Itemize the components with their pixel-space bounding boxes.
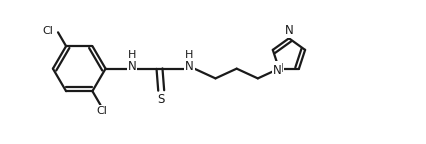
Text: Cl: Cl [42,26,53,36]
Text: N: N [185,60,193,73]
Text: H: H [128,50,136,60]
Text: H: H [185,50,193,60]
Text: N: N [285,24,294,37]
Text: N: N [127,60,136,73]
Text: Cl: Cl [96,106,107,116]
Text: S: S [158,93,165,106]
Text: N: N [273,64,281,77]
Text: N: N [275,62,283,75]
